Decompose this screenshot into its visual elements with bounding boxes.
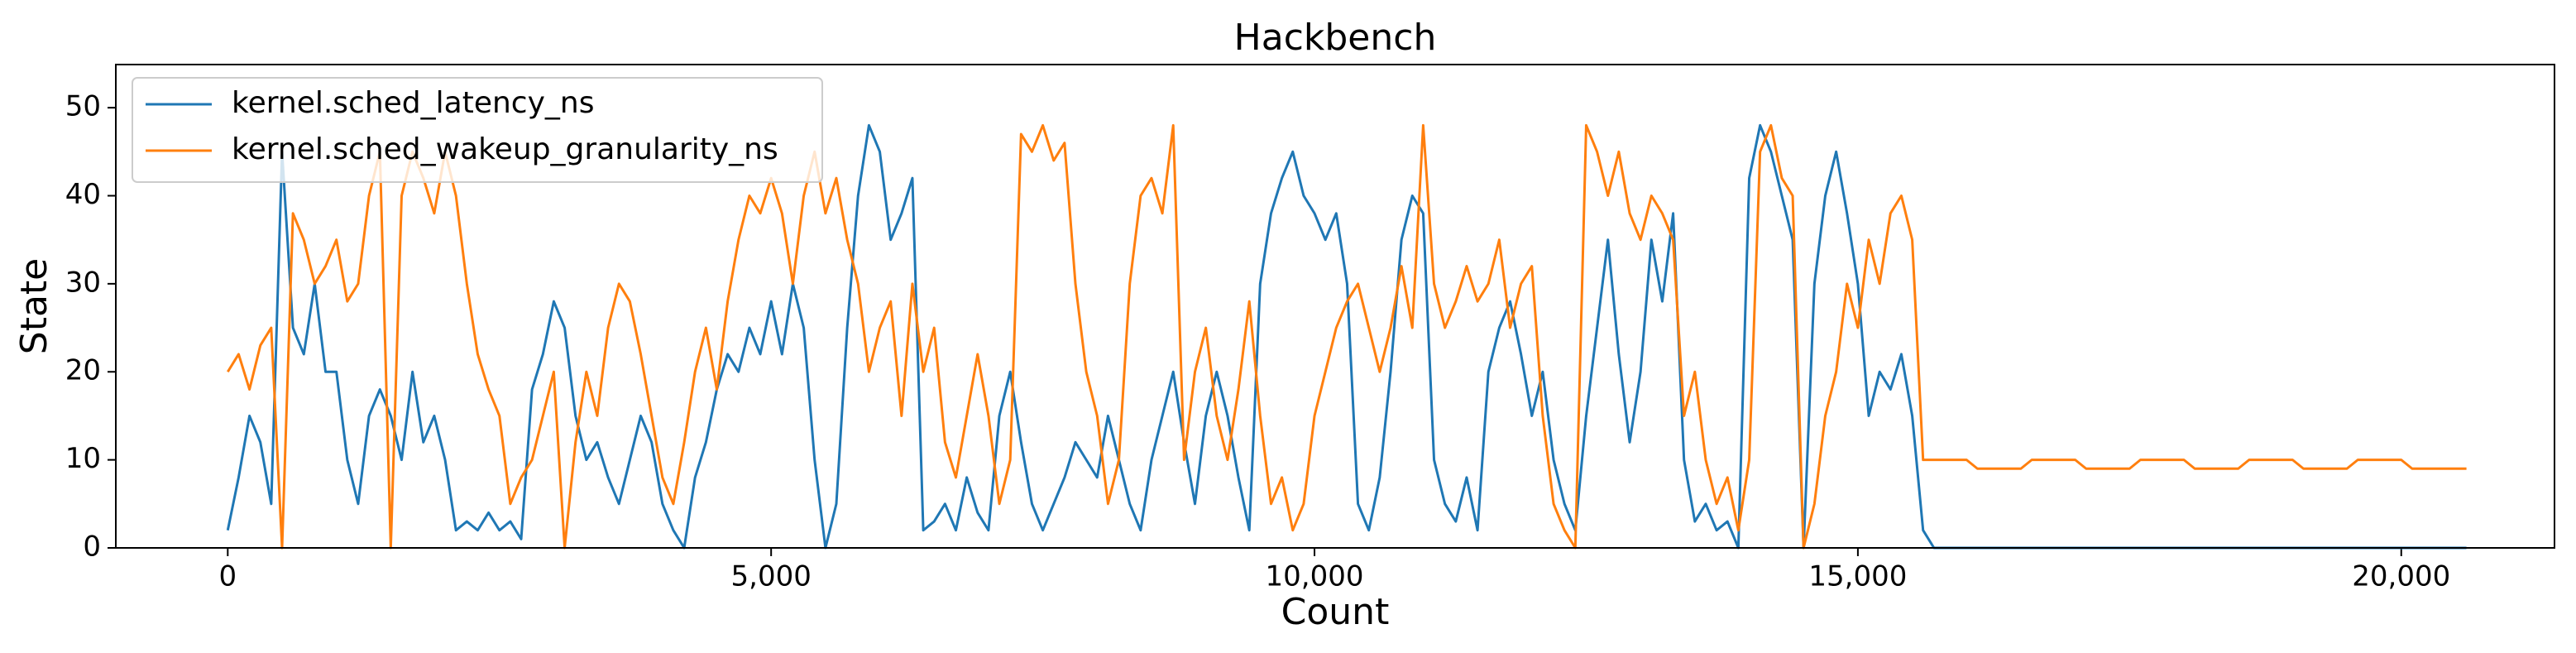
plot-frame [115, 64, 2555, 549]
y-tick-label: 50 [65, 90, 101, 123]
legend-label: kernel.sched_latency_ns [232, 86, 594, 120]
legend-label: kernel.sched_wakeup_granularity_ns [232, 132, 778, 166]
x-tick-label: 5,000 [731, 560, 812, 593]
x-tick-label: 15,000 [1808, 560, 1907, 593]
y-tick-label: 0 [83, 531, 101, 564]
x-tick-label: 10,000 [1266, 560, 1364, 593]
y-axis-label: State [13, 258, 55, 354]
legend-box [132, 77, 823, 183]
y-tick-label: 40 [65, 178, 101, 211]
series-line [227, 123, 2467, 550]
y-tick-label: 20 [65, 354, 101, 387]
x-tick-label: 20,000 [2352, 560, 2450, 593]
x-axis-label: Count [1281, 591, 1390, 633]
y-tick-label: 30 [65, 266, 101, 299]
y-tick-label: 10 [65, 442, 101, 475]
chart-title: Hackbench [1234, 17, 1437, 59]
series-line [226, 123, 2467, 550]
x-tick-label: 0 [218, 560, 237, 593]
